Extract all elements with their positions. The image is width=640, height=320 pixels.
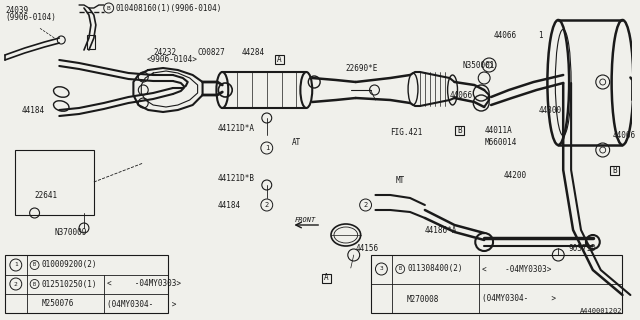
Bar bbox=[322, 274, 330, 283]
Text: 44121D*A: 44121D*A bbox=[218, 124, 254, 132]
Text: 1: 1 bbox=[538, 30, 543, 39]
Text: 24039: 24039 bbox=[5, 5, 28, 14]
Text: 010009200(2): 010009200(2) bbox=[42, 260, 97, 269]
Text: 44184: 44184 bbox=[22, 106, 45, 115]
Text: 44200: 44200 bbox=[504, 171, 527, 180]
Text: B: B bbox=[457, 125, 462, 134]
Text: 44011A: 44011A bbox=[484, 125, 512, 134]
Text: 24232: 24232 bbox=[153, 47, 176, 57]
Text: 010408160(1)(9906-0104): 010408160(1)(9906-0104) bbox=[116, 4, 222, 12]
Text: B: B bbox=[399, 267, 402, 271]
Text: 44186*A: 44186*A bbox=[425, 226, 457, 235]
Text: A: A bbox=[324, 274, 328, 283]
Text: B: B bbox=[107, 5, 111, 11]
Text: 44066: 44066 bbox=[494, 30, 517, 39]
Text: 44121D*B: 44121D*B bbox=[218, 173, 254, 182]
Text: 44066: 44066 bbox=[612, 131, 636, 140]
Text: AT: AT bbox=[291, 138, 301, 147]
Text: B: B bbox=[33, 262, 36, 268]
Text: B: B bbox=[33, 282, 36, 286]
Text: MT: MT bbox=[396, 175, 404, 185]
Text: <9906-0104>: <9906-0104> bbox=[146, 54, 197, 63]
Text: 2: 2 bbox=[265, 202, 269, 208]
Bar bbox=[87, 35, 95, 49]
Text: 22690*E: 22690*E bbox=[346, 63, 378, 73]
Text: 90371D: 90371D bbox=[568, 244, 596, 252]
Text: 44300: 44300 bbox=[538, 106, 562, 115]
Text: N350001: N350001 bbox=[463, 60, 495, 69]
Text: <     -04MY0303>: < -04MY0303> bbox=[107, 279, 180, 289]
Text: M660014: M660014 bbox=[484, 138, 516, 147]
Text: (9906-0104): (9906-0104) bbox=[5, 12, 56, 21]
Bar bbox=[371, 255, 623, 313]
Text: (04MY0304-     >: (04MY0304- > bbox=[482, 294, 556, 303]
Text: 22641: 22641 bbox=[35, 190, 58, 199]
Text: FIG.421: FIG.421 bbox=[390, 127, 422, 137]
Text: 012510250(1): 012510250(1) bbox=[42, 279, 97, 289]
Text: A: A bbox=[277, 54, 282, 63]
Text: 44156: 44156 bbox=[356, 244, 379, 252]
Text: C00827: C00827 bbox=[198, 47, 225, 57]
Text: N370009: N370009 bbox=[54, 228, 86, 236]
Text: 44184: 44184 bbox=[218, 201, 241, 210]
Text: 44066: 44066 bbox=[449, 91, 473, 100]
Bar bbox=[5, 255, 168, 313]
Bar bbox=[455, 125, 464, 134]
Text: M270008: M270008 bbox=[407, 294, 440, 303]
Text: 44284: 44284 bbox=[242, 47, 265, 57]
Bar bbox=[275, 54, 284, 63]
Text: B: B bbox=[612, 165, 617, 174]
Text: 2: 2 bbox=[14, 282, 18, 286]
Text: 011308400(2): 011308400(2) bbox=[407, 265, 463, 274]
Text: 3: 3 bbox=[380, 267, 383, 271]
Text: <    -04MY0303>: < -04MY0303> bbox=[482, 265, 552, 274]
Text: 2: 2 bbox=[364, 202, 368, 208]
Text: 1: 1 bbox=[14, 262, 18, 268]
Bar bbox=[610, 165, 619, 174]
Text: FRONT: FRONT bbox=[294, 217, 316, 223]
Bar bbox=[15, 150, 94, 215]
Text: (04MY0304-    >: (04MY0304- > bbox=[107, 300, 176, 308]
Text: A440001202: A440001202 bbox=[580, 308, 623, 314]
Text: M250076: M250076 bbox=[42, 300, 74, 308]
Text: 1: 1 bbox=[265, 145, 269, 151]
